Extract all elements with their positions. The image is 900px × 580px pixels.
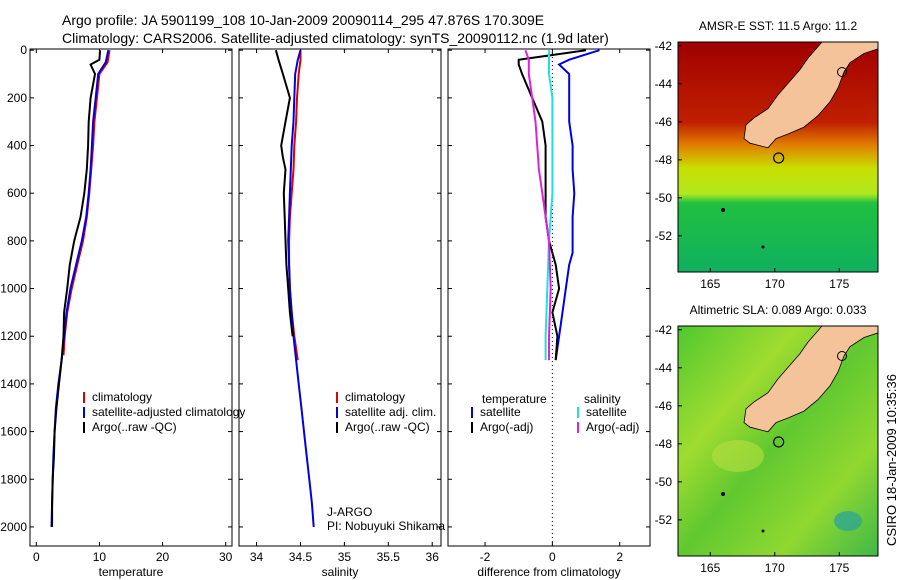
depth-tick-label: 1600 xyxy=(0,425,27,439)
depth-tick-label: 200 xyxy=(7,91,27,105)
depth-tick-label: 1000 xyxy=(0,282,27,296)
climatology-title: Climatology: CARS2006. Satellite-adjuste… xyxy=(62,30,609,46)
sla-lat-label: -50 xyxy=(655,475,673,489)
sla-lon-label: 165 xyxy=(700,561,720,575)
salinity-xtick-label: 36 xyxy=(426,550,440,564)
legend-label: satellite xyxy=(480,405,521,419)
neighbor-marker xyxy=(837,351,847,361)
sst-lat-label: -50 xyxy=(655,191,673,205)
sst-lat-label: -42 xyxy=(655,39,673,53)
series-line xyxy=(517,49,587,361)
sst-field xyxy=(678,42,878,272)
depth-tick-label: 1400 xyxy=(0,377,27,391)
argo-location-marker xyxy=(773,152,785,164)
profile-title: Argo profile: JA 5901199_108 10-Jan-2009… xyxy=(62,12,545,28)
sla-lat-label: -42 xyxy=(655,323,673,337)
difference-xtick-label: -2 xyxy=(480,550,491,564)
island-marker xyxy=(761,245,765,249)
salinity-xtick-label: 34.5 xyxy=(289,550,313,564)
sla-lat-label: -46 xyxy=(655,399,673,413)
depth-tick-label: 400 xyxy=(7,139,27,153)
sla-map-frame xyxy=(677,325,879,557)
depth-tick-label: 1800 xyxy=(0,472,27,486)
legend-label: satellite adj. clim. xyxy=(345,405,436,419)
legend-label: Argo(-adj) xyxy=(586,420,639,434)
sst-map: AMSR-E SST: 11.5 Argo: 11.2 -42 -44 -46 -48 -… xyxy=(655,19,879,291)
sla-lat-label: -48 xyxy=(655,437,673,451)
salinity-xtick-label: 35 xyxy=(338,550,352,564)
temperature-frame xyxy=(29,48,233,547)
island-marker xyxy=(761,529,765,533)
temperature-xtick-label: 20 xyxy=(156,550,170,564)
salinity-frame xyxy=(238,48,442,547)
legend-header-temperature: temperature xyxy=(482,392,547,406)
difference-frame xyxy=(447,48,651,547)
difference-xtick-label: 0 xyxy=(549,550,556,564)
sla-lat-label: -52 xyxy=(655,513,673,527)
salinity-panel: 34 34.5 35 35.5 36 salinity climatologysatelli… xyxy=(238,48,445,579)
series-line xyxy=(50,49,110,527)
sst-lat-label: -48 xyxy=(655,153,673,167)
neighbor-marker xyxy=(837,67,847,77)
depth-tick-label: 1200 xyxy=(0,329,27,343)
legend-label: satellite xyxy=(586,405,627,419)
series-line xyxy=(524,49,552,361)
series-line xyxy=(51,50,102,527)
sla-map-title: Altimetric SLA: 0.089 Argo: 0.033 xyxy=(690,303,867,317)
sst-lon-label: 175 xyxy=(829,277,849,291)
difference-xtick-label: 2 xyxy=(616,550,623,564)
sla-lon-label: 175 xyxy=(829,561,849,575)
series-line xyxy=(544,50,554,361)
legend-label: Argo(-adj) xyxy=(480,420,533,434)
salinity-xlabel: salinity xyxy=(322,565,359,579)
sla-low-patch xyxy=(834,511,862,531)
sst-map-frame xyxy=(677,41,879,273)
sst-lat-label: -46 xyxy=(655,115,673,129)
depth-tick-label: 600 xyxy=(7,186,27,200)
sst-lon-label: 165 xyxy=(700,277,720,291)
sla-high-patch xyxy=(712,440,764,472)
series-line xyxy=(554,49,600,361)
salinity-xtick-label: 34 xyxy=(250,550,264,564)
temperature-xtick-label: 10 xyxy=(93,550,107,564)
legend-label: satellite-adjusted climatology xyxy=(92,405,245,419)
legend-label: Argo(..raw -QC) xyxy=(345,420,430,434)
temperature-xtick-label: 30 xyxy=(219,550,233,564)
legend-label: climatology xyxy=(92,390,152,404)
sst-lon-label: 170 xyxy=(765,277,785,291)
island-marker xyxy=(721,208,725,212)
temperature-panel: 0 200 400 600 800 1000 1200 1400 1600 1800 2000 0 10… xyxy=(0,43,245,579)
side-stamp: CSIRO 18-Jan-2009 10:35:36 xyxy=(884,374,899,546)
legend-label: Argo(..raw -QC) xyxy=(92,420,177,434)
sla-lat-label: -44 xyxy=(655,361,673,375)
temperature-xlabel: temperature xyxy=(99,565,164,579)
depth-tick-label: 2000 xyxy=(0,520,27,534)
sst-lat-label: -44 xyxy=(655,77,673,91)
pi-annotation: PI: Nobuyuki Shikama xyxy=(327,519,445,533)
legend-header-salinity: salinity xyxy=(584,392,621,406)
island-marker xyxy=(721,492,725,496)
legend-label: climatology xyxy=(345,390,405,404)
depth-tick-label: 0 xyxy=(20,43,27,57)
depth-tick-label: 800 xyxy=(7,234,27,248)
sst-lat-label: -52 xyxy=(655,229,673,243)
pi-annotation: J-ARGO xyxy=(327,505,372,519)
temperature-xtick-label: 0 xyxy=(33,550,40,564)
salinity-xtick-label: 35.5 xyxy=(377,550,401,564)
sla-map: Altimetric SLA: 0.089 Argo: 0.033 -42 -44 -… xyxy=(655,303,879,575)
series-line xyxy=(287,49,315,527)
sla-lon-label: 170 xyxy=(765,561,785,575)
series-line xyxy=(62,50,111,356)
argo-location-marker xyxy=(773,436,785,448)
series-line xyxy=(274,49,294,337)
sst-map-title: AMSR-E SST: 11.5 Argo: 11.2 xyxy=(699,19,858,33)
difference-xlabel: difference from climatology xyxy=(477,565,620,579)
